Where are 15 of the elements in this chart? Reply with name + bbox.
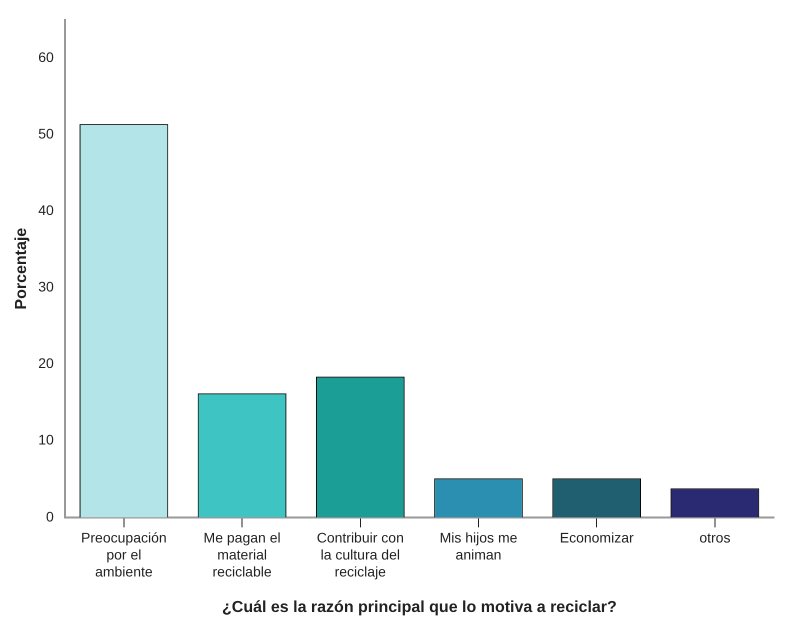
y-tick-label: 50 [38, 126, 54, 142]
y-tick-label: 20 [38, 355, 54, 372]
y-tick-label: 60 [38, 49, 54, 66]
x-tick-label: Me pagan el material reciclable [204, 530, 281, 580]
y-tick-label: 10 [38, 432, 54, 448]
x-tick-label: Economizar [560, 530, 634, 546]
x-axis-title: ¿Cuál es la razón principal que lo motiva a reciclar? [222, 598, 617, 616]
x-tick-label: Preocupación por el ambiente [81, 530, 167, 580]
x-tick-label: Mis hijos me animan [440, 530, 518, 562]
y-tick-label: 30 [38, 278, 54, 295]
y-axis-title: Porcentaje [13, 228, 30, 310]
y-tick-label: 40 [38, 202, 54, 218]
x-tick-label: Contribuir con la cultura del reciclaje [316, 530, 404, 580]
y-tick-label: 0 [46, 508, 54, 524]
x-tick-label: otros [699, 530, 730, 546]
